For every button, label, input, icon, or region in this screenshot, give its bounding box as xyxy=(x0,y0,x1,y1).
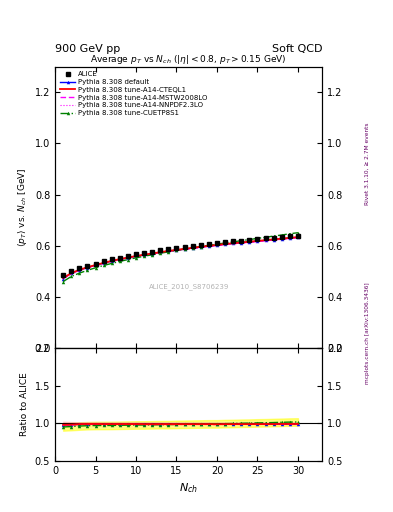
X-axis label: $N_{ch}$: $N_{ch}$ xyxy=(179,481,198,495)
Text: 900 GeV pp: 900 GeV pp xyxy=(55,44,120,54)
Y-axis label: $\langle p_{T} \rangle$ vs. $N_{ch}$ [GeV]: $\langle p_{T} \rangle$ vs. $N_{ch}$ [Ge… xyxy=(16,167,29,247)
Text: Soft QCD: Soft QCD xyxy=(272,44,322,54)
Title: Average $p_{T}$ vs $N_{ch}$ ($|\eta| < 0.8$, $p_{T} > 0.15$ GeV): Average $p_{T}$ vs $N_{ch}$ ($|\eta| < 0… xyxy=(90,53,287,67)
Y-axis label: Ratio to ALICE: Ratio to ALICE xyxy=(20,373,29,436)
Text: ALICE_2010_S8706239: ALICE_2010_S8706239 xyxy=(149,283,229,290)
Text: mcplots.cern.ch [arXiv:1306.3436]: mcplots.cern.ch [arXiv:1306.3436] xyxy=(365,282,370,383)
Legend: ALICE, Pythia 8.308 default, Pythia 8.308 tune-A14-CTEQL1, Pythia 8.308 tune-A14: ALICE, Pythia 8.308 default, Pythia 8.30… xyxy=(59,70,209,117)
Text: Rivet 3.1.10, ≥ 2.7M events: Rivet 3.1.10, ≥ 2.7M events xyxy=(365,122,370,205)
